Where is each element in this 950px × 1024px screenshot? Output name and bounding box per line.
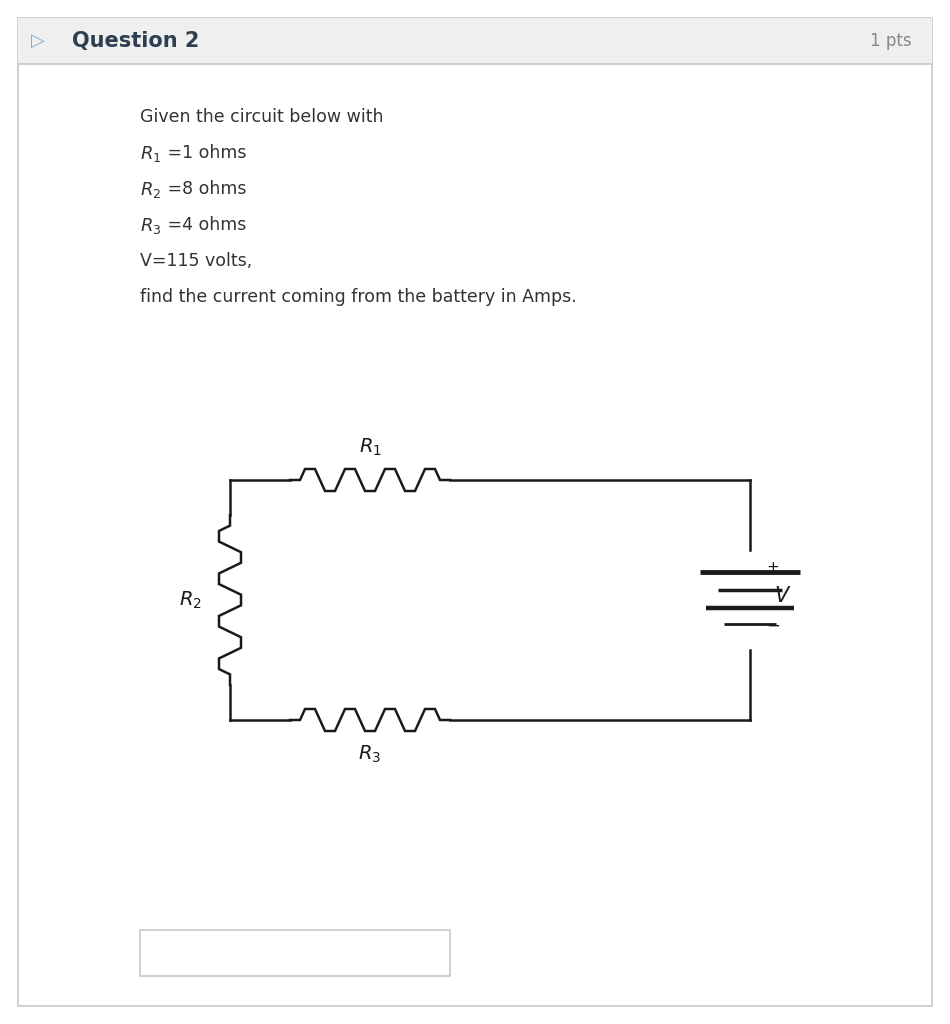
- Text: $R_1$: $R_1$: [140, 144, 162, 164]
- Bar: [18, 18, 932, 63]
- Text: $R_3$: $R_3$: [358, 744, 382, 765]
- Text: +: +: [766, 560, 779, 575]
- Text: $R_3$: $R_3$: [140, 216, 162, 236]
- Text: $R_1$: $R_1$: [358, 436, 382, 458]
- Text: Given the circuit below with: Given the circuit below with: [140, 108, 384, 126]
- Text: V=115 volts,: V=115 volts,: [140, 252, 253, 270]
- Text: =1 ohms: =1 ohms: [162, 144, 246, 162]
- Text: =8 ohms: =8 ohms: [162, 180, 246, 198]
- Text: find the current coming from the battery in Amps.: find the current coming from the battery…: [140, 288, 577, 306]
- Text: $V$: $V$: [774, 586, 791, 606]
- Text: ▷: ▷: [31, 32, 45, 50]
- Text: Question 2: Question 2: [72, 31, 200, 51]
- Text: $R_2$: $R_2$: [180, 590, 202, 610]
- Text: −: −: [766, 617, 780, 635]
- Text: 1 pts: 1 pts: [870, 32, 912, 50]
- Text: =4 ohms: =4 ohms: [162, 216, 246, 234]
- Text: $R_2$: $R_2$: [140, 180, 162, 200]
- Bar: [140, 930, 450, 976]
